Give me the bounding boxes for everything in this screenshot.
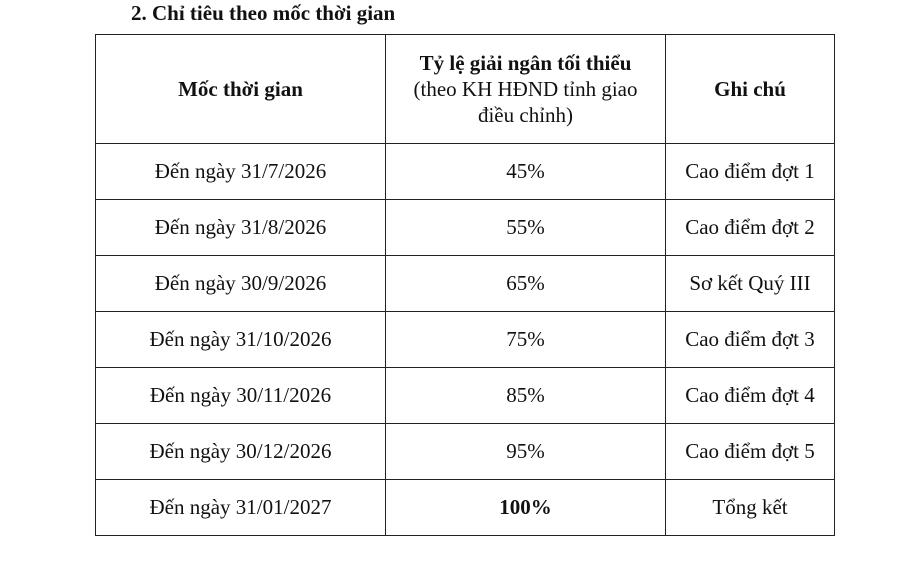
header-title: Tỷ lệ giải ngân tối thiểu — [419, 51, 632, 75]
table-cell: 100% — [385, 479, 666, 536]
table-cell: 45% — [385, 143, 666, 200]
table-row: Đến ngày 31/01/2027 100% Tổng kết — [95, 479, 835, 536]
table-row: Đến ngày 31/10/2026 75% Cao điểm đợt 3 — [95, 311, 835, 368]
table-header: Mốc thời gian Tỷ lệ giải ngân tối thiểu … — [95, 34, 835, 144]
header-row: Mốc thời gian Tỷ lệ giải ngân tối thiểu … — [95, 34, 835, 144]
header-note: (theo KH HĐND tỉnh giao điều chỉnh) — [413, 77, 638, 127]
header-cell: Mốc thời gian — [95, 34, 386, 144]
table-row: Đến ngày 31/7/2026 45% Cao điểm đợt 1 — [95, 143, 835, 200]
header-cell: Tỷ lệ giải ngân tối thiểu (theo KH HĐND … — [385, 34, 666, 144]
table-cell: Đến ngày 31/7/2026 — [95, 143, 386, 200]
table-cell: Sơ kết Quý III — [665, 255, 835, 312]
table-cell: 95% — [385, 423, 666, 480]
table-cell: Đến ngày 31/8/2026 — [95, 199, 386, 256]
table-cell: Cao điểm đợt 3 — [665, 311, 835, 368]
table-cell: Đến ngày 31/10/2026 — [95, 311, 386, 368]
table-cell: Cao điểm đợt 5 — [665, 423, 835, 480]
table-cell: 75% — [385, 311, 666, 368]
table-cell: 55% — [385, 199, 666, 256]
table-row: Đến ngày 31/8/2026 55% Cao điểm đợt 2 — [95, 199, 835, 256]
table-cell: Đến ngày 30/12/2026 — [95, 423, 386, 480]
section-heading: 2. Chỉ tiêu theo mốc thời gian — [131, 1, 396, 25]
table-cell: Cao điểm đợt 2 — [665, 199, 835, 256]
table-row: Đến ngày 30/11/2026 85% Cao điểm đợt 4 — [95, 367, 835, 424]
schedule-table: Mốc thời gian Tỷ lệ giải ngân tối thiểu … — [95, 34, 835, 536]
table-body: Đến ngày 31/7/2026 45% Cao điểm đợt 1 Đến n… — [95, 143, 835, 536]
table-cell: 65% — [385, 255, 666, 312]
header-cell: Ghi chú — [665, 34, 835, 144]
table-cell: 85% — [385, 367, 666, 424]
table-cell: Đến ngày 31/01/2027 — [95, 479, 386, 536]
table-cell: Cao điểm đợt 1 — [665, 143, 835, 200]
table-row: Đến ngày 30/12/2026 95% Cao điểm đợt 5 — [95, 423, 835, 480]
table-row: Đến ngày 30/9/2026 65% Sơ kết Quý III — [95, 255, 835, 312]
table-cell: Đến ngày 30/9/2026 — [95, 255, 386, 312]
table-cell: Đến ngày 30/11/2026 — [95, 367, 386, 424]
table-cell: Cao điểm đợt 4 — [665, 367, 835, 424]
table-cell: Tổng kết — [665, 479, 835, 536]
